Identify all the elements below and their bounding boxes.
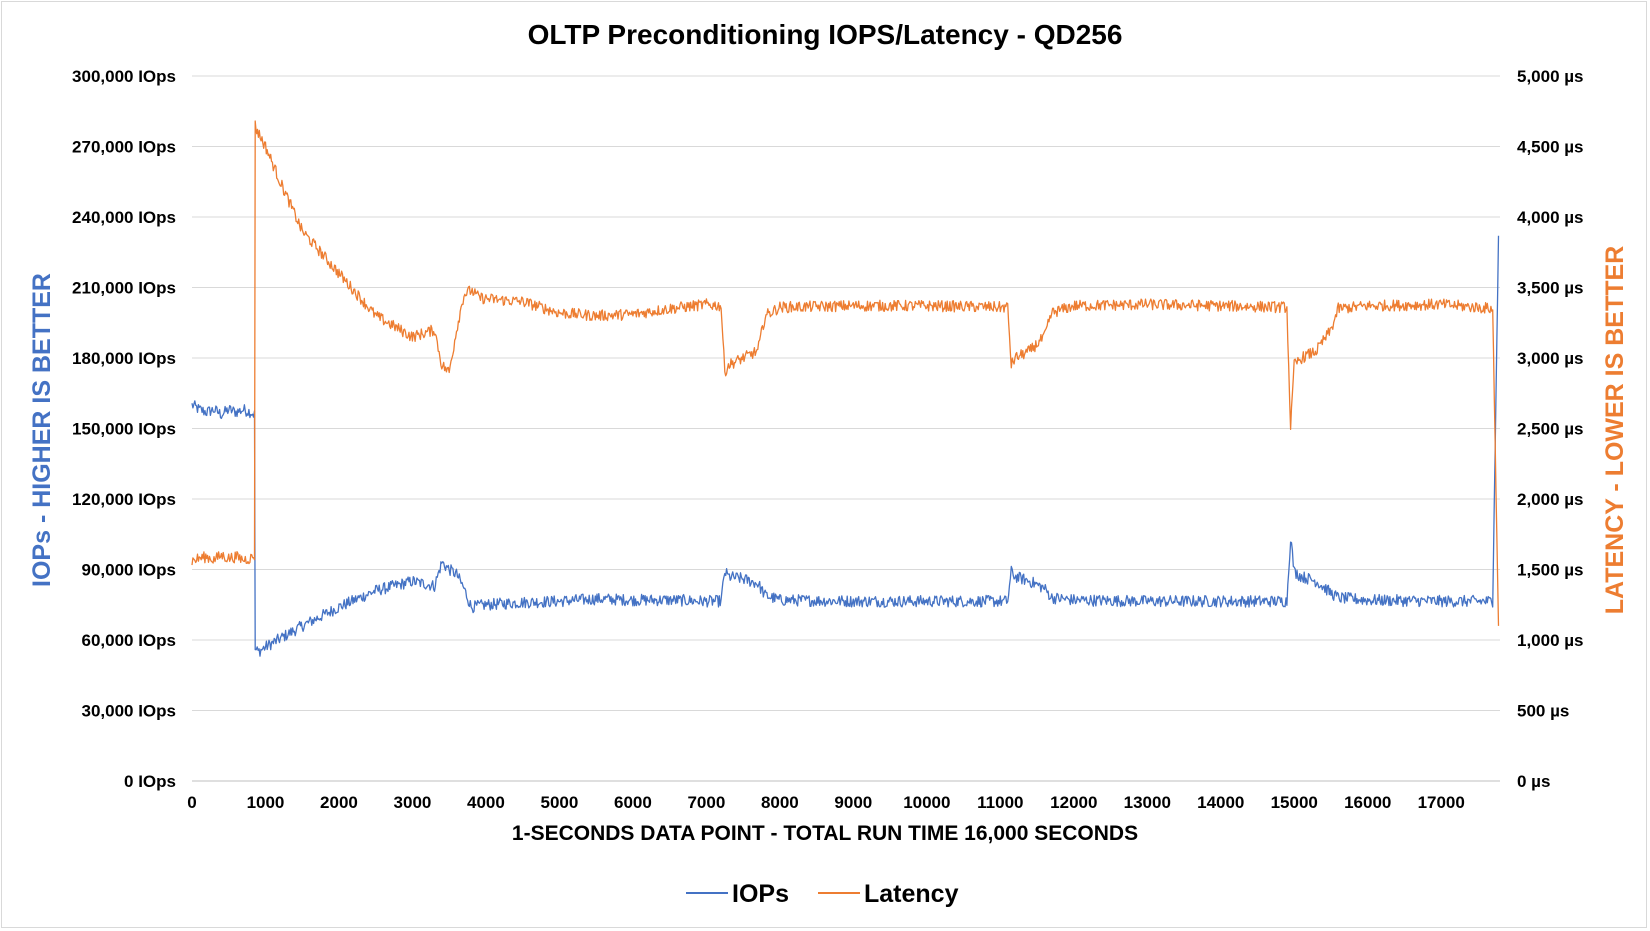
y-right-tick-label: 2,500 µs: [1517, 420, 1584, 439]
y-left-tick-label: 30,000 IOps: [81, 702, 176, 721]
y-left-tick-label: 240,000 IOps: [72, 208, 176, 227]
y-left-tick-label: 60,000 IOps: [81, 631, 176, 650]
y-left-tick-label: 90,000 IOps: [81, 561, 176, 580]
tick-labels: 0 IOps 30,000 IOps 60,000 IOps 90,000 IOps 1…: [72, 67, 1583, 812]
y-right-tick-label: 0 µs: [1517, 772, 1550, 791]
y-right-tick-label: 2,000 µs: [1517, 490, 1584, 509]
y-axis-right-label: LATENCY - LOWER IS BETTER: [1601, 246, 1629, 615]
y-right-tick-label: 3,500 µs: [1517, 279, 1584, 298]
x-tick-label: 13000: [1124, 793, 1171, 812]
gridlines: [192, 75, 1500, 782]
y-right-tick-label: 1,500 µs: [1517, 561, 1584, 580]
x-tick-label: 7000: [687, 793, 725, 812]
x-tick-label: 5000: [541, 793, 579, 812]
x-tick-label: 9000: [834, 793, 872, 812]
y-left-tick-label: 0 IOps: [124, 772, 176, 791]
x-axis-label: 1-SECONDS DATA POINT - TOTAL RUN TIME 16…: [512, 822, 1138, 845]
legend: IOPs Latency: [686, 880, 959, 908]
x-tick-label: 2000: [320, 793, 358, 812]
x-tick-label: 3000: [394, 793, 432, 812]
y-axis-left-label: IOPs - HIGHER IS BETTER: [28, 273, 56, 587]
chart-title: OLTP Preconditioning IOPS/Latency - QD25…: [528, 19, 1123, 50]
series-line-iops: [191, 235, 1500, 657]
x-tick-label: 1000: [247, 793, 285, 812]
y-right-tick-label: 3,000 µs: [1517, 349, 1584, 368]
x-tick-label: 12000: [1050, 793, 1097, 812]
y-left-tick-label: 180,000 IOps: [72, 349, 176, 368]
x-tick-label: 10000: [903, 793, 950, 812]
series-line-latency: [191, 120, 1500, 626]
y-left-tick-label: 210,000 IOps: [72, 279, 176, 298]
y-left-tick-label: 270,000 IOps: [72, 138, 176, 157]
y-right-tick-label: 5,000 µs: [1517, 67, 1584, 86]
legend-label-iops: IOPs: [732, 880, 789, 908]
x-tick-label: 11000: [977, 793, 1023, 812]
x-tick-label: 6000: [614, 793, 652, 812]
y-right-tick-label: 4,000 µs: [1517, 208, 1584, 227]
series-layer: [191, 120, 1500, 657]
x-tick-label: 14000: [1197, 793, 1244, 812]
y-left-tick-label: 300,000 IOps: [72, 67, 176, 86]
legend-label-latency: Latency: [864, 880, 959, 908]
x-tick-label: 8000: [761, 793, 799, 812]
x-tick-label: 4000: [467, 793, 505, 812]
x-tick-label: 0: [187, 793, 196, 812]
y-right-tick-label: 1,000 µs: [1517, 631, 1584, 650]
x-tick-label: 17000: [1418, 793, 1465, 812]
y-right-tick-label: 500 µs: [1517, 702, 1569, 721]
y-left-tick-label: 150,000 IOps: [72, 420, 176, 439]
x-tick-label: 15000: [1271, 793, 1318, 812]
y-left-tick-label: 120,000 IOps: [72, 490, 176, 509]
x-tick-label: 16000: [1344, 793, 1391, 812]
y-right-tick-label: 4,500 µs: [1517, 138, 1584, 157]
